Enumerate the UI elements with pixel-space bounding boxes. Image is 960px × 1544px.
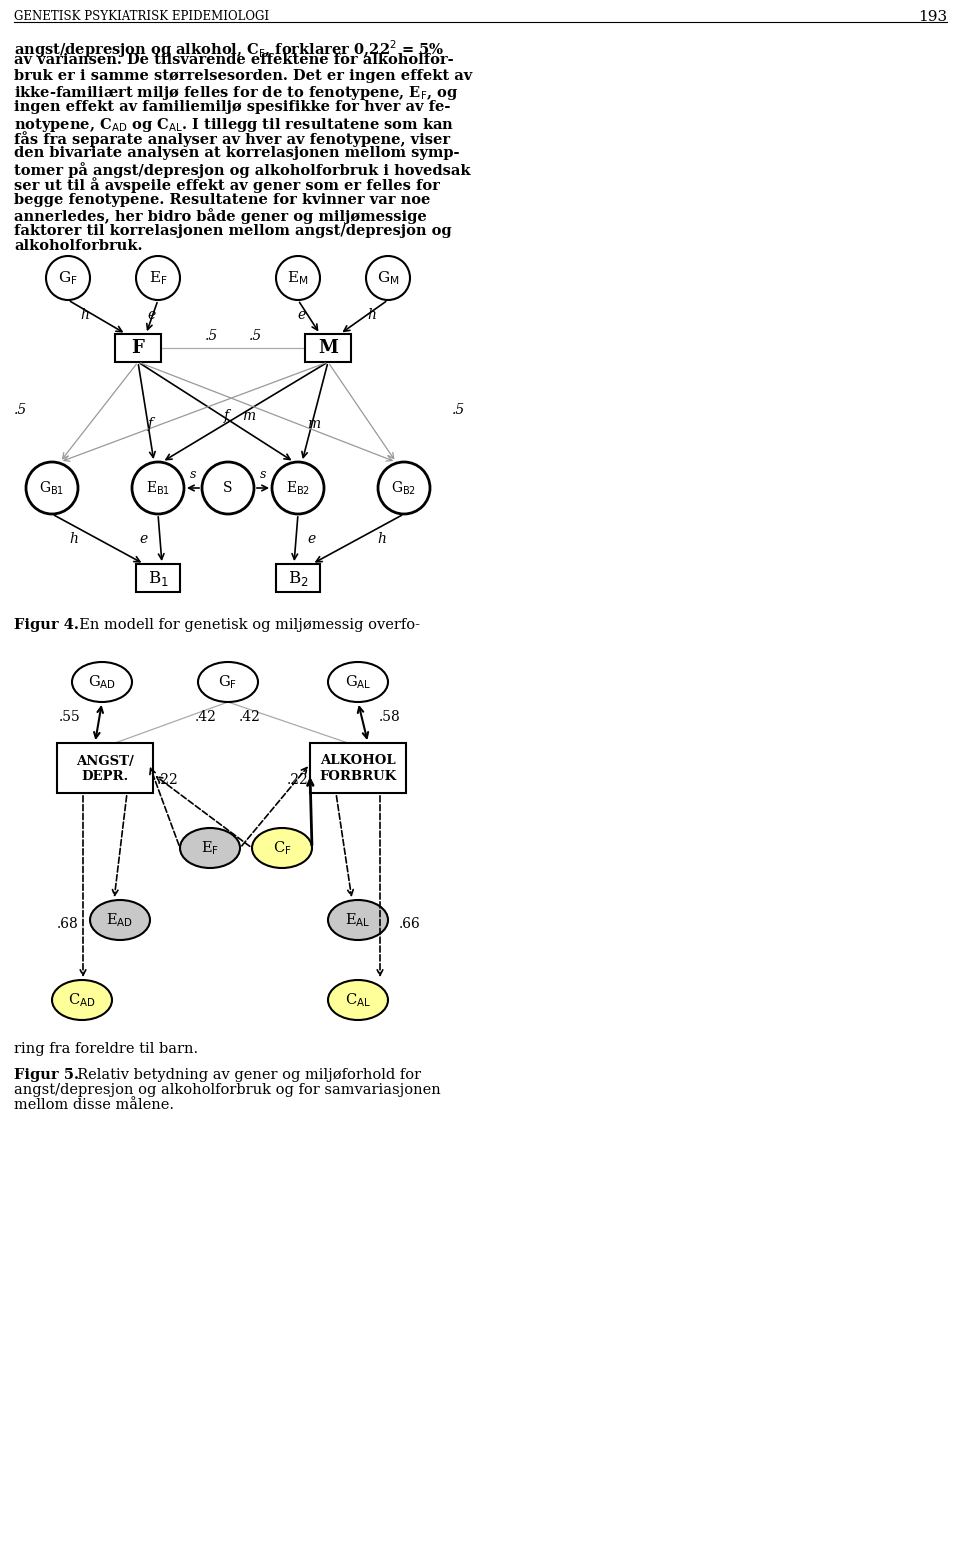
Circle shape: [366, 256, 410, 300]
Text: B$_2$: B$_2$: [288, 568, 308, 588]
Bar: [115, 334, 161, 361]
Ellipse shape: [328, 662, 388, 703]
Text: h: h: [69, 533, 79, 547]
Text: ALKOHOL: ALKOHOL: [321, 755, 396, 767]
Ellipse shape: [90, 900, 150, 940]
Text: alkoholforbruk.: alkoholforbruk.: [14, 239, 142, 253]
Ellipse shape: [328, 980, 388, 1021]
Text: .68: .68: [58, 917, 79, 931]
Text: e: e: [308, 533, 316, 547]
Text: den bivariate analysen at korrelasjonen mellom symp-: den bivariate analysen at korrelasjonen …: [14, 147, 460, 161]
Text: .5: .5: [452, 403, 466, 417]
Text: .5: .5: [14, 403, 27, 417]
Text: .66: .66: [399, 917, 420, 931]
Text: FORBRUK: FORBRUK: [320, 769, 396, 783]
Text: mellom disse målene.: mellom disse målene.: [14, 1098, 174, 1112]
Text: ring fra foreldre til barn.: ring fra foreldre til barn.: [14, 1042, 198, 1056]
Text: G$_\mathsf{M}$: G$_\mathsf{M}$: [376, 269, 399, 287]
Text: .5: .5: [204, 329, 218, 343]
Text: .5: .5: [249, 329, 262, 343]
Bar: [136, 564, 180, 591]
Text: h: h: [377, 533, 387, 547]
Text: av variansen. De tilsvarende effektene for alkoholfor-: av variansen. De tilsvarende effektene f…: [14, 54, 454, 68]
Text: Relativ betydning av gener og miljøforhold for: Relativ betydning av gener og miljøforho…: [68, 1068, 421, 1082]
Text: tomer på angst/depresjon og alkoholforbruk i hovedsak: tomer på angst/depresjon og alkoholforbr…: [14, 162, 470, 178]
Text: C$_\mathsf{AD}$: C$_\mathsf{AD}$: [68, 991, 96, 1008]
Text: h: h: [368, 307, 376, 323]
Text: .22: .22: [157, 774, 179, 787]
Text: E$_\mathsf{B2}$: E$_\mathsf{B2}$: [286, 479, 310, 497]
Text: E$_\mathsf{M}$: E$_\mathsf{M}$: [287, 269, 309, 287]
Circle shape: [202, 462, 254, 514]
Text: E$_\mathsf{AD}$: E$_\mathsf{AD}$: [107, 911, 133, 929]
Bar: [305, 334, 351, 361]
Ellipse shape: [328, 900, 388, 940]
Text: .22: .22: [287, 774, 309, 787]
Text: S: S: [224, 482, 232, 496]
Text: C$_\mathsf{F}$: C$_\mathsf{F}$: [273, 838, 291, 857]
Text: Figur 4.: Figur 4.: [14, 618, 79, 631]
Text: h: h: [81, 307, 89, 323]
Bar: [276, 564, 320, 591]
Text: .42: .42: [239, 710, 261, 724]
Text: F: F: [132, 340, 144, 357]
Circle shape: [132, 462, 184, 514]
Text: angst/depresjon og alkohol, C$_\mathsf{F}$, forklarer 0,22$^2$ = 5%: angst/depresjon og alkohol, C$_\mathsf{F…: [14, 39, 444, 60]
Text: Figur 5.: Figur 5.: [14, 1068, 79, 1082]
Text: DEPR.: DEPR.: [82, 769, 129, 783]
Text: E$_\mathsf{B1}$: E$_\mathsf{B1}$: [146, 479, 170, 497]
Text: En modell for genetisk og miljømessig overfo-: En modell for genetisk og miljømessig ov…: [70, 618, 420, 631]
Circle shape: [272, 462, 324, 514]
Text: begge fenotypene. Resultatene for kvinner var noe: begge fenotypene. Resultatene for kvinne…: [14, 193, 430, 207]
Text: ser ut til å avspeile effekt av gener som er felles for: ser ut til å avspeile effekt av gener so…: [14, 178, 440, 193]
Text: s: s: [190, 468, 196, 480]
Text: angst/depresjon og alkoholforbruk og for samvariasjonen: angst/depresjon og alkoholforbruk og for…: [14, 1082, 441, 1096]
Circle shape: [378, 462, 430, 514]
Text: e: e: [140, 533, 148, 547]
Text: f: f: [148, 417, 153, 431]
Text: ikke-familiært miljø felles for de to fenotypene, E$_\mathsf{F}$, og: ikke-familiært miljø felles for de to fe…: [14, 85, 459, 102]
Ellipse shape: [252, 828, 312, 868]
Ellipse shape: [52, 980, 112, 1021]
Circle shape: [276, 256, 320, 300]
Text: C$_\mathsf{AL}$: C$_\mathsf{AL}$: [345, 991, 371, 1008]
Text: G$_\mathsf{F}$: G$_\mathsf{F}$: [219, 673, 237, 690]
Text: ingen effekt av familiemiljø spesifikke for hver av fe-: ingen effekt av familiemiljø spesifikke …: [14, 100, 450, 114]
Text: .42: .42: [195, 710, 217, 724]
Ellipse shape: [198, 662, 258, 703]
Text: e: e: [298, 307, 306, 323]
Text: m: m: [307, 417, 321, 431]
Text: G$_\mathsf{F}$: G$_\mathsf{F}$: [59, 269, 78, 287]
Text: m: m: [243, 409, 255, 423]
Text: ANGST/: ANGST/: [76, 755, 134, 767]
Text: .58: .58: [379, 710, 401, 724]
Text: fås fra separate analyser av hver av fenotypene, viser: fås fra separate analyser av hver av fen…: [14, 131, 450, 147]
Text: s: s: [260, 468, 266, 480]
Text: G$_\mathsf{B1}$: G$_\mathsf{B1}$: [39, 479, 64, 497]
Ellipse shape: [72, 662, 132, 703]
Bar: [310, 743, 406, 794]
Text: notypene, C$_\mathsf{AD}$ og C$_\mathsf{AL}$. I tillegg til resultatene som kan: notypene, C$_\mathsf{AD}$ og C$_\mathsf{…: [14, 116, 454, 133]
Text: G$_\mathsf{AL}$: G$_\mathsf{AL}$: [345, 673, 372, 690]
Text: G$_\mathsf{B2}$: G$_\mathsf{B2}$: [392, 479, 417, 497]
Ellipse shape: [180, 828, 240, 868]
Text: E$_\mathsf{F}$: E$_\mathsf{F}$: [201, 838, 219, 857]
Bar: [57, 743, 153, 794]
Text: G$_\mathsf{AD}$: G$_\mathsf{AD}$: [88, 673, 116, 690]
Text: E$_\mathsf{AL}$: E$_\mathsf{AL}$: [346, 911, 371, 929]
Text: M: M: [318, 340, 338, 357]
Text: bruk er i samme størrelsesorden. Det er ingen effekt av: bruk er i samme størrelsesorden. Det er …: [14, 69, 472, 83]
Circle shape: [46, 256, 90, 300]
Text: 193: 193: [918, 9, 947, 25]
Text: faktorer til korrelasjonen mellom angst/depresjon og: faktorer til korrelasjonen mellom angst/…: [14, 224, 451, 238]
Text: e: e: [148, 307, 156, 323]
Text: annerledes, her bidro både gener og miljømessige: annerledes, her bidro både gener og milj…: [14, 208, 427, 224]
Text: B$_1$: B$_1$: [148, 568, 168, 588]
Circle shape: [136, 256, 180, 300]
Text: E$_\mathsf{F}$: E$_\mathsf{F}$: [149, 269, 167, 287]
Circle shape: [26, 462, 78, 514]
Text: f: f: [224, 409, 228, 423]
Text: .55: .55: [60, 710, 81, 724]
Text: GENETISK PSYKIATRISK EPIDEMIOLOGI: GENETISK PSYKIATRISK EPIDEMIOLOGI: [14, 9, 269, 23]
